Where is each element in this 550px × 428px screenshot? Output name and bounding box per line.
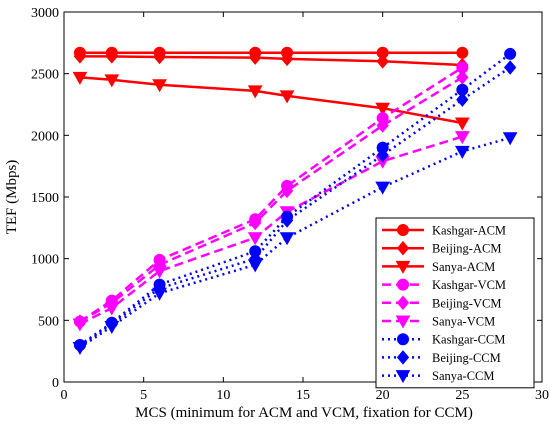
y-tick-label: 2000 — [31, 129, 59, 144]
data-point — [249, 50, 262, 65]
data-point — [376, 118, 389, 133]
data-point — [280, 213, 294, 228]
series-sanya-ccm — [72, 132, 518, 355]
plot-area — [72, 46, 518, 355]
legend-label: Beijing-CCM — [432, 351, 501, 365]
data-point — [247, 85, 263, 99]
legend-entry: Beijing-ACM — [382, 240, 501, 256]
y-tick-label: 1000 — [31, 253, 59, 268]
data-point — [152, 265, 167, 279]
data-point — [503, 60, 517, 75]
y-tick-label: 3000 — [31, 6, 59, 21]
legend-label: Sanya-ACM — [432, 260, 495, 274]
series-line — [79, 66, 511, 348]
series-line — [79, 52, 511, 347]
data-point — [280, 183, 294, 199]
legend-swatch-marker — [397, 278, 409, 291]
legend-entry: Beijing-CCM — [382, 350, 501, 365]
data-point — [104, 74, 120, 88]
legend-label: Kashgar-ACM — [432, 224, 506, 238]
legend-swatch-marker — [396, 350, 410, 365]
legend-swatch-marker — [395, 260, 411, 274]
legend-label: Kashgar-CCM — [432, 333, 505, 347]
series-line — [79, 76, 463, 125]
legend-entry: Sanya-VCM — [382, 315, 495, 329]
data-point — [247, 232, 263, 246]
legend-label: Sanya-VCM — [432, 315, 495, 329]
y-tick-label: 500 — [38, 314, 59, 329]
data-point — [152, 287, 167, 301]
data-point — [105, 49, 118, 64]
legend-swatch-marker — [395, 315, 411, 329]
data-point — [279, 232, 295, 246]
legend-swatch-marker — [396, 295, 410, 311]
legend-swatch-marker — [396, 240, 410, 256]
y-tick-label: 0 — [52, 376, 59, 391]
y-axis-label: TEF (Mbps) — [4, 160, 20, 235]
data-point — [502, 132, 518, 146]
data-point — [153, 49, 166, 65]
data-point — [375, 181, 391, 195]
x-tick-label: 0 — [61, 388, 68, 403]
series-line — [79, 136, 511, 349]
legend-entry: Beijing-VCM — [382, 295, 501, 311]
legend-swatch-marker — [397, 333, 409, 346]
axes: 0 5 10 15 20 25 30 0 500 1000 1500 2000 2500 3000 — [31, 6, 549, 403]
data-point — [280, 51, 294, 67]
data-point — [104, 302, 120, 316]
data-point — [376, 147, 389, 163]
legend-label: Beijing-ACM — [432, 242, 501, 256]
series-sanya-vcm — [72, 131, 470, 332]
legend-entry: Sanya-ACM — [382, 260, 495, 274]
data-point — [376, 54, 389, 69]
data-point — [104, 321, 120, 335]
data-point — [72, 318, 88, 332]
legend-swatch-marker — [395, 370, 411, 384]
legend-label: Sanya-CCM — [432, 369, 495, 383]
data-point — [152, 79, 167, 93]
data-point — [456, 92, 469, 107]
data-point — [454, 117, 470, 131]
x-axis-label: MCS (minimum for ACM and VCM, fixation f… — [135, 405, 473, 421]
data-point — [249, 215, 262, 231]
legend-entry: Kashgar-CCM — [382, 333, 505, 347]
data-point — [73, 49, 87, 64]
legend-entry: Kashgar-VCM — [382, 278, 506, 292]
legend-label: Kashgar-VCM — [432, 278, 506, 292]
x-tick-label: 20 — [376, 388, 390, 403]
legend-swatch-marker — [397, 224, 409, 236]
data-point — [456, 46, 469, 59]
legend-label: Beijing-VCM — [432, 296, 501, 310]
data-point — [279, 90, 295, 104]
series-line — [79, 55, 463, 67]
y-tick-label: 1500 — [31, 191, 59, 206]
x-tick-label: 15 — [296, 388, 310, 403]
data-point — [72, 71, 88, 85]
legend: Kashgar-ACM Beijing-ACM Sanya-ACM Kashgar-V… — [375, 217, 535, 389]
legend-entry: Kashgar-ACM — [382, 224, 506, 238]
legend-entry: Sanya-CCM — [382, 369, 495, 384]
x-tick-label: 25 — [455, 388, 469, 403]
data-point — [454, 131, 470, 145]
x-tick-label: 10 — [216, 388, 230, 403]
y-tick-label: 2500 — [31, 68, 59, 83]
data-point — [72, 341, 88, 355]
x-tick-label: 5 — [140, 388, 147, 403]
data-point — [456, 70, 469, 85]
data-point — [504, 47, 517, 60]
series-sanya-acm — [72, 71, 470, 131]
data-point — [247, 259, 263, 273]
data-point — [375, 102, 391, 116]
data-point — [454, 145, 470, 159]
x-tick-label: 30 — [535, 388, 549, 403]
